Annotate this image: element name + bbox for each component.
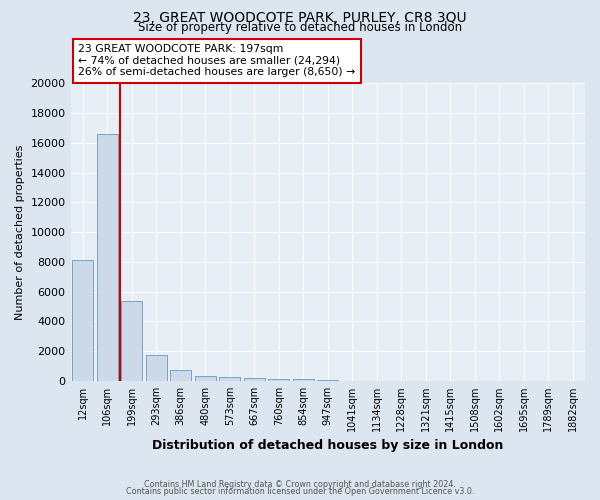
Bar — [121, 300, 142, 381]
Bar — [244, 378, 265, 381]
Y-axis label: Number of detached properties: Number of detached properties — [15, 144, 25, 320]
Bar — [97, 134, 118, 381]
Bar — [293, 380, 314, 381]
Text: 23 GREAT WOODCOTE PARK: 197sqm
← 74% of detached houses are smaller (24,294)
26%: 23 GREAT WOODCOTE PARK: 197sqm ← 74% of … — [78, 44, 356, 78]
Bar — [73, 260, 93, 381]
Text: Size of property relative to detached houses in London: Size of property relative to detached ho… — [138, 21, 462, 34]
Bar — [146, 355, 167, 381]
X-axis label: Distribution of detached houses by size in London: Distribution of detached houses by size … — [152, 440, 503, 452]
Bar — [268, 379, 289, 381]
Text: Contains public sector information licensed under the Open Government Licence v3: Contains public sector information licen… — [126, 488, 474, 496]
Bar — [170, 370, 191, 381]
Bar — [220, 377, 240, 381]
Text: Contains HM Land Registry data © Crown copyright and database right 2024.: Contains HM Land Registry data © Crown c… — [144, 480, 456, 489]
Bar — [195, 376, 215, 381]
Text: 23, GREAT WOODCOTE PARK, PURLEY, CR8 3QU: 23, GREAT WOODCOTE PARK, PURLEY, CR8 3QU — [133, 11, 467, 25]
